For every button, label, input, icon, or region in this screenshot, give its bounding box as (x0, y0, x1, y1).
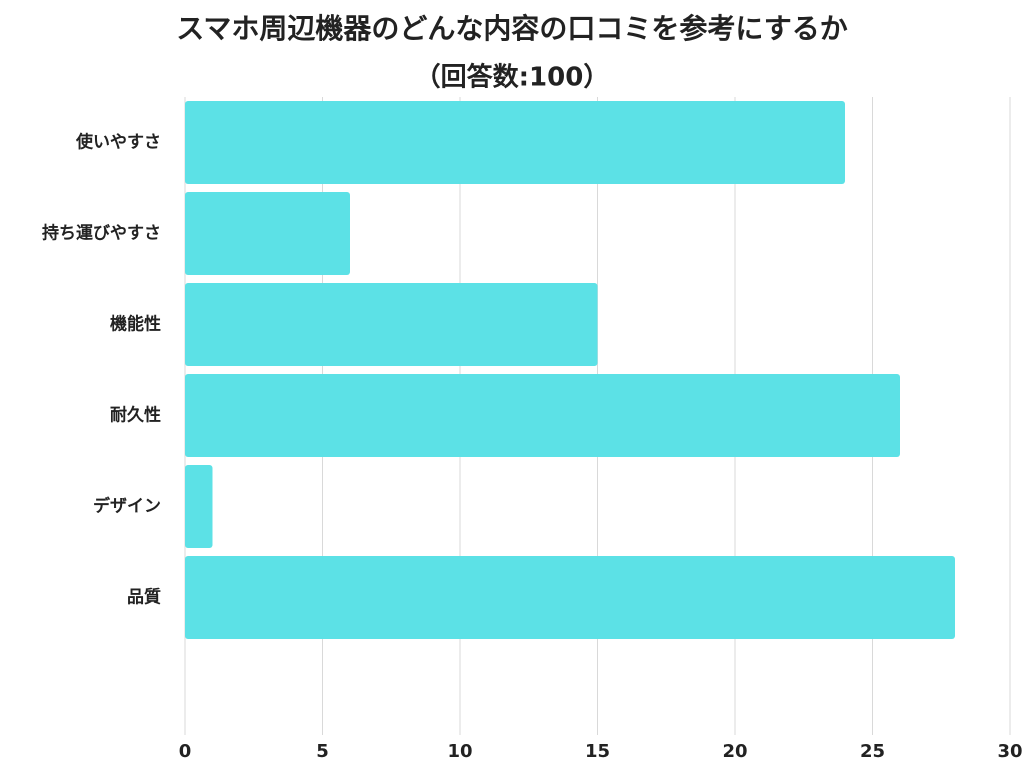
chart-subtitle: （回答数:100） (415, 62, 610, 93)
y-tick-label: デザイン (93, 496, 161, 517)
y-tick-label: 耐久性 (110, 405, 161, 426)
chart-title: スマホ周辺機器のどんな内容の口コミを参考にするか (176, 12, 847, 45)
x-tick-label: 0 (179, 741, 192, 762)
bar (185, 101, 845, 184)
x-tick-label: 20 (722, 741, 747, 762)
bar (185, 556, 955, 639)
x-tick-label: 30 (997, 741, 1022, 762)
y-tick-label: 持ち運びやすさ (42, 223, 161, 244)
bar (185, 374, 900, 457)
bar (185, 465, 213, 548)
bar (185, 192, 350, 275)
y-tick-label: 使いやすさ (75, 132, 161, 153)
x-tick-label: 5 (316, 741, 329, 762)
x-tick-label: 25 (860, 741, 885, 762)
x-tick-label: 10 (447, 741, 472, 762)
bar (185, 283, 598, 366)
y-tick-label: 品質 (127, 587, 161, 608)
y-tick-label: 機能性 (110, 314, 161, 335)
x-tick-label: 15 (585, 741, 610, 762)
